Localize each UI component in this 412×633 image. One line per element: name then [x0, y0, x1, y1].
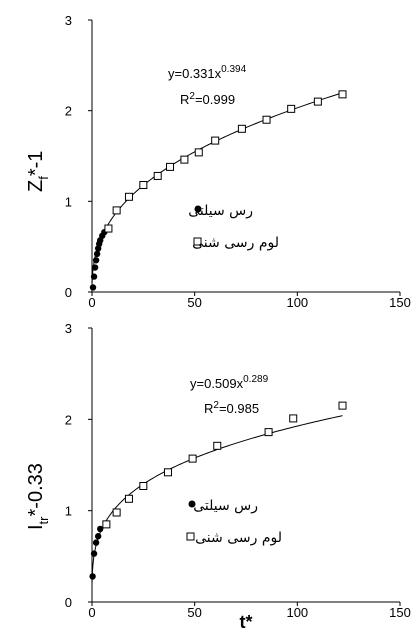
bottom-y-tick-label: 1 [65, 504, 72, 519]
top-point-sandy-clay-loam [287, 104, 296, 113]
top-y-tick-label: 3 [65, 13, 72, 28]
top-point-sandy-clay-loam [180, 155, 189, 164]
bottom-point-silty-clay [89, 573, 96, 580]
top-y-tick-label: 1 [65, 194, 72, 209]
bottom-point-sandy-clay-loam [338, 401, 347, 410]
bottom-point-sandy-clay-loam [112, 508, 121, 517]
top-y-tick-label: 2 [65, 104, 72, 119]
top-point-sandy-clay-loam [237, 124, 246, 133]
bottom-x-tick-label: 100 [286, 605, 308, 620]
bottom-x-tick-label: 0 [88, 605, 95, 620]
top-legend-label-sandy-clay-loam: لوم رسی شنی [192, 235, 279, 251]
bottom-point-sandy-clay-loam [213, 441, 222, 450]
top-x-tick-label: 150 [389, 295, 411, 310]
bottom-point-silty-clay [92, 539, 100, 546]
top-point-sandy-clay-loam [262, 115, 271, 124]
bottom-y-axis-label: Itr*-0.33 [25, 463, 51, 530]
bottom-point-silty-clay [97, 525, 104, 533]
top-x-tick-label: 50 [187, 295, 201, 310]
bottom-point-sandy-clay-loam [139, 482, 148, 491]
bottom-ticks: 0 50 100 150 0 1 2 3 [65, 321, 411, 620]
top-point-silty-clay [92, 257, 100, 264]
bottom-y-tick-label: 3 [65, 321, 72, 336]
top-data-points [89, 90, 347, 291]
top-ticks: 0 50 100 150 0 1 2 3 [65, 13, 411, 310]
top-point-silty-clay [90, 273, 98, 280]
bottom-x-axis-label: t* [240, 612, 253, 632]
top-y-tick-label: 0 [65, 285, 72, 300]
top-x-tick-label: 100 [286, 295, 308, 310]
top-point-silty-clay [89, 284, 97, 291]
bottom-point-silty-clay [94, 533, 102, 540]
bottom-point-sandy-clay-loam [264, 428, 273, 437]
top-point-sandy-clay-loam [338, 90, 347, 99]
bottom-r-squared: R2=0.985 [204, 400, 259, 416]
bottom-x-tick-label: 50 [187, 605, 201, 620]
top-y-axis-label: Zf*-1 [25, 151, 51, 192]
bottom-legend: رس سیلتی لوم رسی شنی [186, 498, 282, 546]
bottom-legend-marker-sandy-clay-loam [186, 532, 195, 541]
bottom-point-sandy-clay-loam [163, 468, 172, 477]
bottom-point-sandy-clay-loam [188, 454, 197, 463]
bottom-legend-label-silty-clay: رس سیلتی [193, 498, 258, 514]
top-legend-marker-sandy-clay-loam [193, 237, 202, 246]
bottom-y-tick-label: 0 [65, 595, 72, 610]
top-point-silty-clay [93, 250, 101, 258]
top-chart: 0 50 100 150 0 1 2 3 y=0.331x0.394 R2=0.999 رس … [25, 13, 411, 310]
bottom-x-tick-label: 150 [389, 605, 411, 620]
top-point-sandy-clay-loam [112, 206, 121, 215]
top-legend-label-silty-clay: رس سیلتی [188, 203, 253, 219]
top-legend: رس سیلتی لوم رسی شنی [188, 203, 279, 251]
top-point-sandy-clay-loam [104, 224, 113, 233]
top-point-sandy-clay-loam [139, 181, 148, 190]
top-point-sandy-clay-loam [124, 192, 133, 201]
bottom-chart: 0 50 100 150 0 1 2 3 y=0.509x0.289 R2=0.985 رس … [25, 321, 411, 632]
bottom-point-sandy-clay-loam [289, 414, 298, 423]
bottom-point-sandy-clay-loam [124, 494, 133, 503]
top-legend-marker-silty-clay [194, 205, 202, 213]
top-point-sandy-clay-loam [153, 171, 162, 180]
bottom-legend-label-sandy-clay-loam: لوم رسی شنی [195, 530, 282, 546]
top-equation: y=0.331x0.394 [168, 64, 247, 81]
top-point-silty-clay [91, 264, 99, 271]
bottom-equation: y=0.509x0.289 [190, 374, 269, 391]
top-point-sandy-clay-loam [166, 162, 175, 171]
bottom-y-tick-label: 2 [65, 412, 72, 427]
bottom-point-sandy-clay-loam [102, 520, 111, 529]
bottom-data-points [89, 401, 347, 580]
top-r-squared: R2=0.999 [180, 91, 235, 107]
bottom-legend-marker-silty-clay [188, 500, 196, 508]
top-point-sandy-clay-loam [313, 97, 322, 106]
top-fit-curve [91, 92, 343, 283]
bottom-point-silty-clay [90, 550, 98, 557]
top-x-tick-label: 0 [88, 295, 95, 310]
top-point-sandy-clay-loam [194, 148, 203, 157]
top-point-sandy-clay-loam [211, 136, 220, 145]
